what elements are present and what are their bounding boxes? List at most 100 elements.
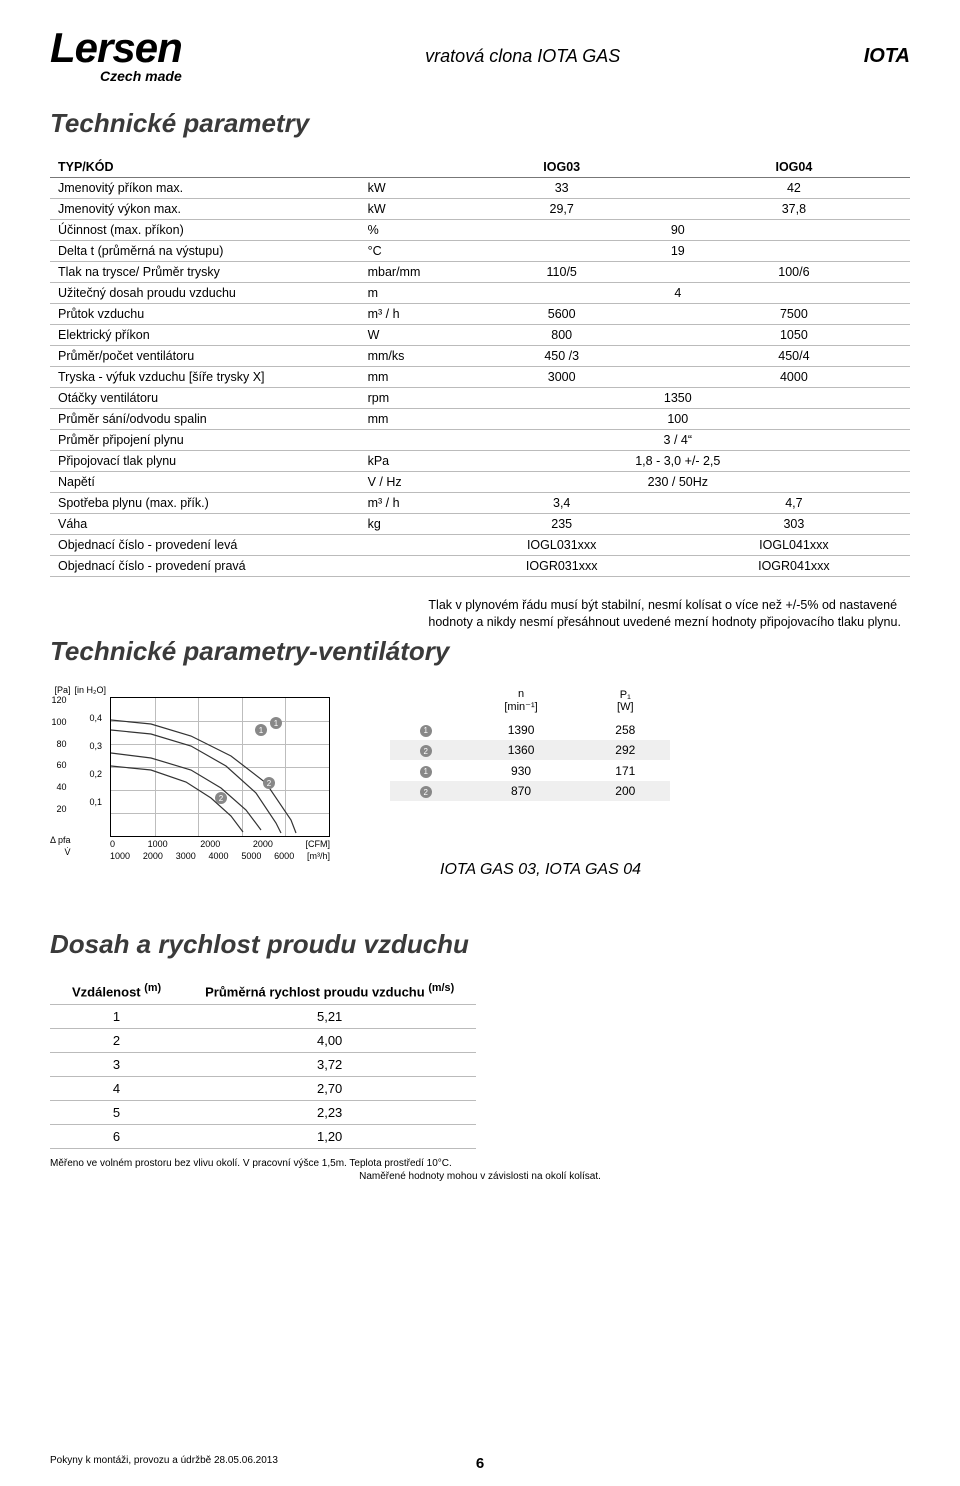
- spec-row-unit: [360, 534, 446, 555]
- spec-row-label: Užitečný dosah proudu vzduchu: [50, 282, 360, 303]
- spec-row-label: Průměr připojení plynu: [50, 429, 360, 450]
- fan-hdr-n-unit: [min⁻¹]: [504, 701, 537, 713]
- reach-dist: 6: [50, 1124, 183, 1148]
- reach-dist: 3: [50, 1052, 183, 1076]
- spec-row-unit: m³ / h: [360, 303, 446, 324]
- chart-ytick-pa: 120: [52, 695, 67, 705]
- spec-row-value: 4000: [678, 366, 910, 387]
- brand-mark: IOTA: [864, 45, 910, 68]
- spec-row-unit: W: [360, 324, 446, 345]
- chart-xtick-m3h: 3000: [176, 851, 196, 861]
- spec-row-value: 450 /3: [446, 345, 678, 366]
- spec-row-value: 29,7: [446, 198, 678, 219]
- chart-ytick-pa: 80: [57, 739, 67, 749]
- spec-row-value: 5600: [446, 303, 678, 324]
- chart-x-m3h-label: [m³/h]: [307, 851, 330, 861]
- section-spec-title: Technické parametry: [50, 108, 910, 139]
- chart-ytick-pa: 40: [57, 782, 67, 792]
- spec-row-unit: m³ / h: [360, 492, 446, 513]
- spec-row-value: 37,8: [678, 198, 910, 219]
- spec-row-value: IOGR031xxx: [446, 555, 678, 576]
- pressure-note: Tlak v plynovém řádu musí být stabilní, …: [428, 597, 910, 631]
- fan-row-p: 200: [581, 781, 670, 802]
- spec-row-value: 110/5: [446, 261, 678, 282]
- spec-row-label: Objednací číslo - provedení levá: [50, 534, 360, 555]
- reach-speed: 5,21: [183, 1004, 476, 1028]
- chart-ytick-in: 0,2: [90, 769, 103, 779]
- spec-row-value: 4,7: [678, 492, 910, 513]
- chart-ytick-pa: 20: [57, 804, 67, 814]
- reach-note: Měřeno ve volném prostoru bez vlivu okol…: [50, 1157, 910, 1183]
- spec-row-label: Připojovací tlak plynu: [50, 450, 360, 471]
- chart-marker: 1: [255, 724, 267, 736]
- spec-row-value: 33: [446, 177, 678, 198]
- fan-row-num: 1: [420, 766, 432, 778]
- chart-marker: 2: [263, 777, 275, 789]
- page-header: Lersen Czech made vratová clona IOTA GAS…: [50, 30, 910, 84]
- spec-row-value: 1,8 - 3,0 +/- 2,5: [446, 450, 910, 471]
- spec-row-value: 303: [678, 513, 910, 534]
- logo-block: Lersen Czech made: [50, 30, 182, 84]
- chart-marker: 2: [215, 792, 227, 804]
- page-footer: Pokyny k montáži, provozu a údržbě 28.05…: [50, 1455, 910, 1466]
- fan-row-n: 1390: [462, 719, 581, 740]
- fan-table: n [min⁻¹] P₁ [W] 11390258213602921930171…: [390, 685, 670, 879]
- fan-row-num: 2: [420, 745, 432, 757]
- spec-header-label: TYP/KÓD: [50, 157, 360, 178]
- fan-hdr-p: P₁: [620, 689, 631, 701]
- spec-row-value: 235: [446, 513, 678, 534]
- reach-dist: 4: [50, 1076, 183, 1100]
- spec-row-value: 90: [446, 219, 910, 240]
- chart-xtick-m3h: 2000: [143, 851, 163, 861]
- spec-row-unit: %: [360, 219, 446, 240]
- spec-row-unit: kW: [360, 198, 446, 219]
- fan-row-n: 1360: [462, 740, 581, 761]
- reach-dist: 2: [50, 1028, 183, 1052]
- chart-xtick-cfm: 2000: [200, 839, 220, 849]
- spec-row-unit: [360, 555, 446, 576]
- chart-ytick-in: 0,4: [90, 713, 103, 723]
- spec-row-value: 3 / 4“: [446, 429, 910, 450]
- chart-ytick-pa: 100: [52, 717, 67, 727]
- chart-marker: 1: [270, 717, 282, 729]
- spec-row-unit: mm/ks: [360, 345, 446, 366]
- spec-row-value: 42: [678, 177, 910, 198]
- spec-row-value: 7500: [678, 303, 910, 324]
- reach-speed: 4,00: [183, 1028, 476, 1052]
- chart-xtick-cfm: 0: [110, 839, 115, 849]
- spec-row-value: 100: [446, 408, 910, 429]
- spec-row-label: Účinnost (max. příkon): [50, 219, 360, 240]
- spec-row-label: Objednací číslo - provedení pravá: [50, 555, 360, 576]
- chart-ytick-in: 0,3: [90, 741, 103, 751]
- chart-xtick-m3h: 1000: [110, 851, 130, 861]
- spec-row-label: Spotřeba plynu (max. přík.): [50, 492, 360, 513]
- spec-row-unit: mm: [360, 408, 446, 429]
- section-vent-title: Technické parametry-ventilátory: [50, 636, 910, 667]
- spec-row-label: Jmenovitý příkon max.: [50, 177, 360, 198]
- chart-block: [Pa] 12010080604020 Δ pfa V̇ [in H₂O] 0,…: [50, 685, 330, 879]
- spec-row-unit: m: [360, 282, 446, 303]
- logo: Lersen: [50, 30, 182, 66]
- reach-dist: 1: [50, 1004, 183, 1028]
- spec-table: TYP/KÓD IOG03 IOG04 Jmenovitý příkon max…: [50, 157, 910, 577]
- spec-row-value: 3,4: [446, 492, 678, 513]
- reach-speed: 1,20: [183, 1124, 476, 1148]
- spec-row-label: Delta t (průměrná na výstupu): [50, 240, 360, 261]
- chart-v-label: V̇: [65, 847, 71, 859]
- fan-row-n: 870: [462, 781, 581, 802]
- spec-row-unit: kW: [360, 177, 446, 198]
- chart-pfa-label: Δ pfa: [50, 835, 71, 847]
- spec-row-label: Tlak na trysce/ Průměr trysky: [50, 261, 360, 282]
- spec-row-label: Průtok vzduchu: [50, 303, 360, 324]
- footer-left: Pokyny k montáži, provozu a údržbě 28.05…: [50, 1455, 278, 1466]
- chart-xtick-m3h: 6000: [274, 851, 294, 861]
- spec-row-value: IOGL031xxx: [446, 534, 678, 555]
- fan-row-p: 292: [581, 740, 670, 761]
- fan-row-num: 1: [420, 725, 432, 737]
- chart-x-cfm-label: [CFM]: [306, 839, 331, 849]
- spec-row-value: 100/6: [678, 261, 910, 282]
- doc-title: vratová clona IOTA GAS: [425, 46, 620, 67]
- model-label: IOTA GAS 03, IOTA GAS 04: [440, 861, 670, 879]
- spec-row-label: Průměr/počet ventilátoru: [50, 345, 360, 366]
- chart-y-pa-label: [Pa]: [55, 685, 71, 695]
